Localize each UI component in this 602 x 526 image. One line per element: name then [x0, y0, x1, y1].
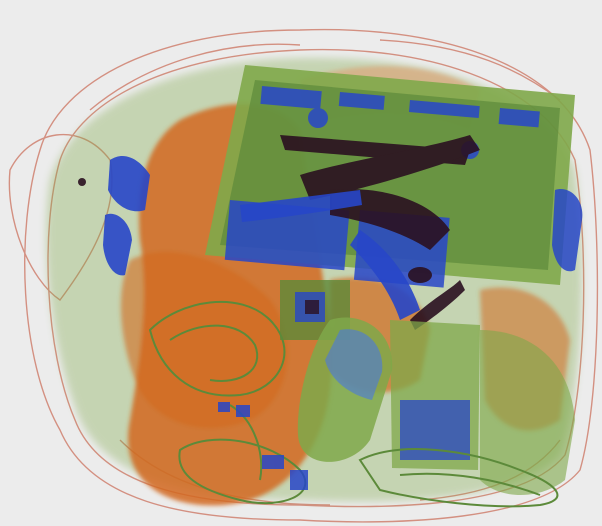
left-metal-cluster — [78, 155, 150, 276]
laptop-item — [205, 65, 575, 330]
cables — [148, 300, 559, 508]
lower-right-box — [390, 320, 575, 495]
oval-pouch — [297, 317, 393, 462]
right-metal-item — [552, 189, 583, 272]
small-metal-items — [218, 402, 308, 490]
